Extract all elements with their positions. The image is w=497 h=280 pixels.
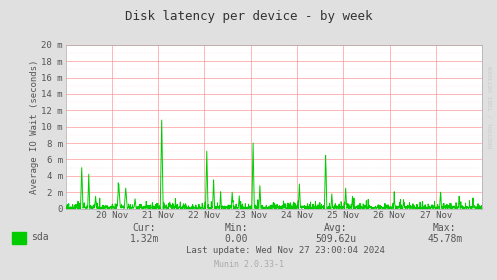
Text: Max:: Max:	[433, 223, 457, 233]
Text: Cur:: Cur:	[132, 223, 156, 233]
Text: Avg:: Avg:	[324, 223, 347, 233]
Text: 509.62u: 509.62u	[315, 234, 356, 244]
Text: Min:: Min:	[224, 223, 248, 233]
Text: Munin 2.0.33-1: Munin 2.0.33-1	[214, 260, 283, 269]
Text: Last update: Wed Nov 27 23:00:04 2024: Last update: Wed Nov 27 23:00:04 2024	[186, 246, 385, 255]
Text: RRDTOOL / TOBI OETIKER: RRDTOOL / TOBI OETIKER	[488, 65, 493, 148]
Text: Disk latency per device - by week: Disk latency per device - by week	[125, 10, 372, 23]
Text: 45.78m: 45.78m	[427, 234, 462, 244]
Text: 0.00: 0.00	[224, 234, 248, 244]
Text: sda: sda	[31, 232, 49, 242]
Y-axis label: Average IO Wait (seconds): Average IO Wait (seconds)	[29, 60, 39, 194]
Text: 1.32m: 1.32m	[129, 234, 159, 244]
